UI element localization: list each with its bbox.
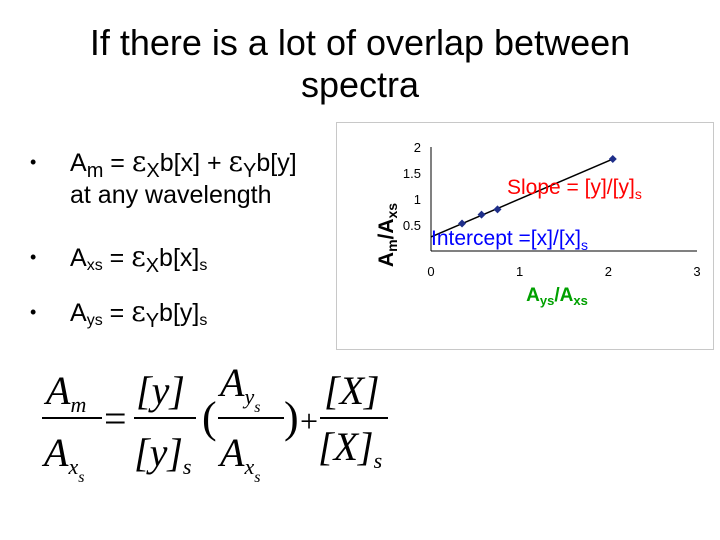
symbol-a: A: [70, 149, 87, 177]
term-text: b[x] +: [159, 149, 229, 177]
x-tick-label: 1: [516, 264, 523, 279]
numerator-y: [y]: [136, 368, 185, 413]
chart-panel: 0.5 1 1.5 2 0 1 2 3 Am/Axs Ays/Axs Slope = [y]…: [336, 122, 714, 350]
numerator-am: Am: [43, 368, 86, 417]
subscript: ys: [86, 312, 103, 329]
equals-sign: =: [102, 244, 132, 272]
y-tick-label: 1.5: [403, 166, 421, 181]
data-point: [477, 210, 486, 219]
y-tick-label: 0.5: [403, 218, 421, 233]
bullet-marker: •: [30, 302, 37, 322]
ratio-equation: Am Axs = [y] [y]s ( Ays Axs ) + [X] [X]s: [41, 360, 388, 486]
subscript: X: [145, 255, 160, 277]
bullet-continuation: at any wavelength: [70, 181, 272, 209]
plus-sign: +: [300, 403, 318, 439]
equals-sign: =: [104, 396, 127, 441]
denominator-ys: [y]s: [134, 430, 191, 479]
term-text: b[x]: [159, 244, 200, 272]
denominator-axs2: Axs: [217, 430, 260, 486]
subscript: X: [146, 160, 160, 182]
slope-annotation: Slope = [y]/[y]s: [507, 176, 642, 202]
epsilon-symbol: ε: [131, 295, 146, 328]
bullet-text: Axs = εXb[x]s: [70, 240, 208, 278]
scatter-chart: 0.5 1 1.5 2 0 1 2 3 Am/Axs Ays/Axs Slope = [y]…: [375, 140, 701, 308]
x-axis-label: Ays/Axs: [526, 285, 588, 308]
data-point: [493, 205, 502, 214]
denominator-xs: [X]s: [318, 424, 382, 473]
slide-title-line1: If there is a lot of overlap between: [89, 22, 631, 63]
data-point: [458, 219, 467, 228]
term-text: b[y]: [159, 299, 200, 327]
bullet-text: Am = εXb[x] + εYb[y] at any wavelength: [70, 147, 297, 210]
data-point: [608, 154, 617, 163]
epsilon-symbol: ε: [131, 240, 146, 273]
y-axis-label: Am/Axs: [375, 203, 400, 267]
numerator-ays: Ays: [217, 360, 260, 416]
numerator-x: [X]: [324, 368, 380, 413]
x-tick-label: 0: [427, 264, 434, 279]
slide-title: If there is a lot of overlap between spe…: [0, 22, 720, 106]
epsilon-symbol: ε: [228, 145, 244, 178]
term-text: b[y]: [256, 149, 297, 177]
denominator-axs: Axs: [41, 430, 84, 486]
intercept-annotation: Intercept =[x]/[x]s: [431, 227, 588, 253]
left-paren: (: [202, 393, 217, 442]
subscript: Y: [243, 160, 257, 182]
y-tick-label: 1: [414, 192, 421, 207]
y-tick-label: 2: [414, 140, 421, 155]
bullet-marker: •: [30, 247, 37, 267]
symbol-a: A: [70, 299, 87, 327]
bullet-text: Ays = εYb[y]s: [70, 295, 208, 333]
symbol-a: A: [70, 244, 87, 272]
subscript: s: [199, 257, 208, 274]
bullet-marker: •: [30, 152, 37, 172]
subscript: Y: [145, 310, 160, 332]
epsilon-symbol: ε: [131, 145, 147, 178]
x-tick-label: 3: [693, 264, 700, 279]
subscript: s: [199, 312, 208, 329]
subscript: m: [86, 160, 104, 182]
slide-title-line2: spectra: [300, 64, 420, 105]
equals-sign: =: [103, 149, 132, 177]
right-paren: ): [284, 393, 299, 442]
x-tick-label: 2: [605, 264, 612, 279]
subscript: xs: [86, 257, 103, 274]
equals-sign: =: [102, 299, 132, 327]
